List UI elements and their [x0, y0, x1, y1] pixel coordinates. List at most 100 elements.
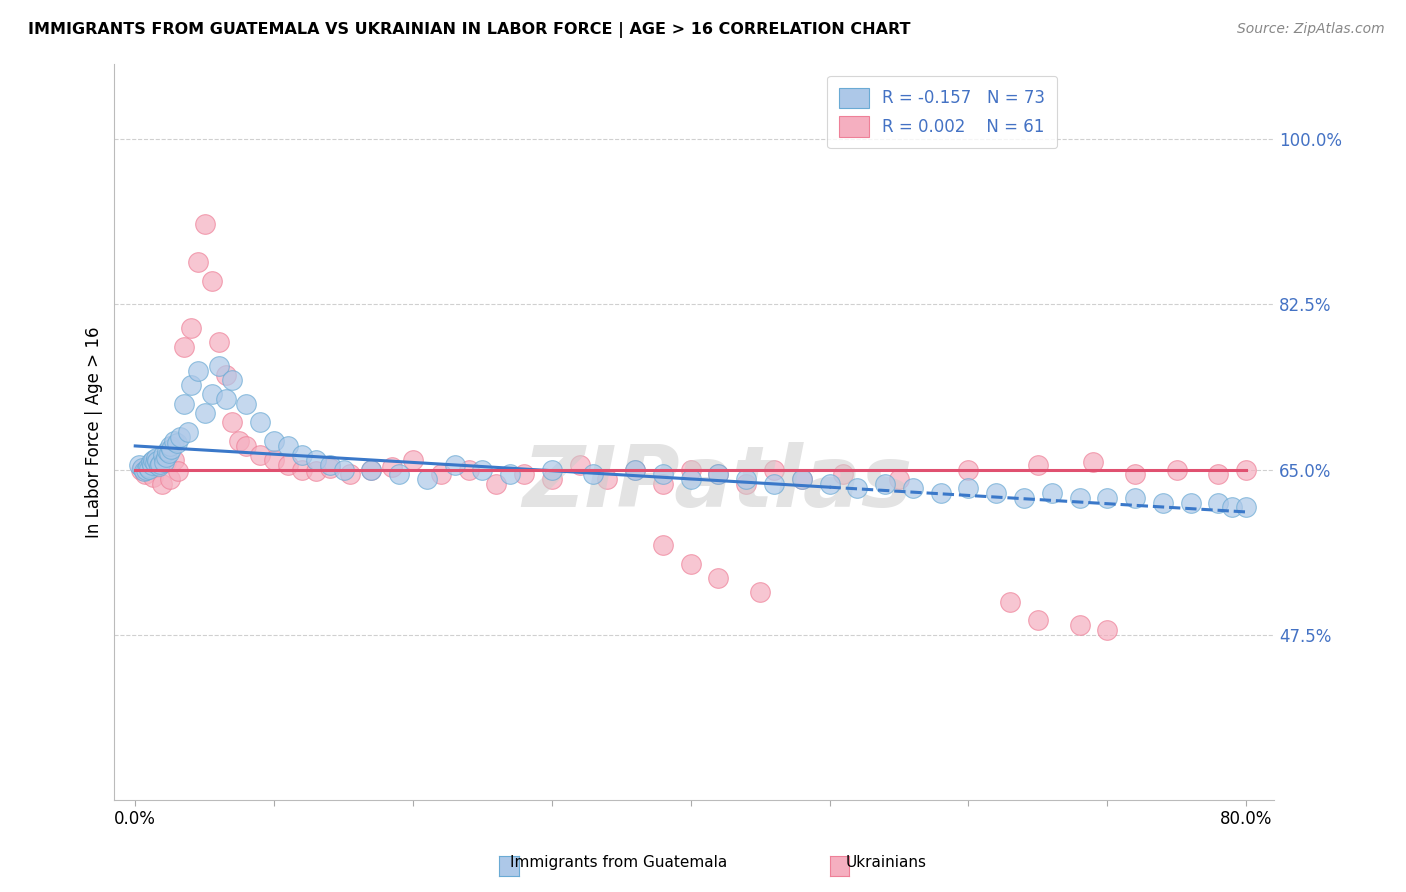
Point: [155, 450, 177, 465]
Point: [156, 443, 179, 458]
Point: [735, 476, 758, 491]
Point: [155, 455, 177, 469]
Point: [177, 425, 200, 439]
Point: [1026, 613, 1049, 627]
Point: [141, 458, 163, 472]
Point: [763, 476, 786, 491]
Point: [651, 467, 673, 482]
Legend: R = -0.157   N = 73, R = 0.002    N = 61: R = -0.157 N = 73, R = 0.002 N = 61: [827, 76, 1057, 148]
Point: [180, 377, 202, 392]
Point: [138, 458, 160, 472]
Point: [214, 368, 236, 383]
Point: [143, 456, 166, 470]
Point: [249, 448, 271, 462]
Point: [180, 321, 202, 335]
Point: [749, 585, 772, 599]
Point: [131, 460, 153, 475]
Point: [790, 472, 813, 486]
Point: [1097, 623, 1119, 637]
Point: [471, 462, 494, 476]
Point: [1234, 500, 1257, 515]
Point: [221, 373, 243, 387]
Point: [142, 470, 165, 484]
Point: [679, 472, 702, 486]
Point: [148, 458, 170, 473]
Point: [540, 472, 562, 486]
Point: [901, 481, 924, 495]
Point: [142, 453, 165, 467]
Point: [136, 459, 159, 474]
Point: [568, 458, 591, 472]
Point: [263, 434, 285, 449]
Point: [596, 472, 619, 486]
Point: [887, 472, 910, 486]
Point: [1012, 491, 1035, 505]
Point: [228, 434, 250, 449]
Point: [929, 486, 952, 500]
Point: [457, 462, 479, 476]
Point: [957, 481, 980, 495]
Point: [173, 396, 195, 410]
Point: [157, 445, 180, 459]
Point: [263, 453, 285, 467]
Point: [221, 416, 243, 430]
Point: [187, 363, 209, 377]
Point: [194, 406, 217, 420]
Point: [305, 453, 328, 467]
Point: [207, 359, 229, 373]
Point: [1208, 495, 1230, 509]
Text: IMMIGRANTS FROM GUATEMALA VS UKRAINIAN IN LABOR FORCE | AGE > 16 CORRELATION CHA: IMMIGRANTS FROM GUATEMALA VS UKRAINIAN I…: [28, 22, 911, 38]
Point: [163, 434, 186, 449]
Point: [173, 340, 195, 354]
Point: [152, 448, 174, 462]
Text: Source: ZipAtlas.com: Source: ZipAtlas.com: [1237, 22, 1385, 37]
Point: [707, 467, 730, 482]
Point: [707, 467, 730, 482]
Text: ZIPatlas: ZIPatlas: [522, 442, 912, 524]
Text: Ukrainians: Ukrainians: [845, 855, 927, 870]
Point: [679, 557, 702, 571]
Point: [957, 462, 980, 476]
Point: [291, 448, 314, 462]
Point: [277, 439, 299, 453]
Point: [1069, 618, 1091, 632]
Point: [381, 459, 404, 474]
Point: [129, 462, 152, 476]
Point: [169, 429, 191, 443]
Point: [846, 481, 869, 495]
Point: [146, 459, 169, 474]
Point: [485, 476, 508, 491]
Point: [790, 472, 813, 486]
Point: [207, 335, 229, 350]
Point: [166, 436, 188, 450]
Point: [1123, 467, 1146, 482]
Point: [1069, 491, 1091, 505]
Point: [998, 594, 1021, 608]
Point: [707, 571, 730, 585]
Point: [818, 476, 841, 491]
Point: [160, 442, 183, 456]
Point: [1040, 486, 1063, 500]
Point: [832, 467, 855, 482]
Point: [153, 455, 176, 469]
Point: [624, 462, 647, 476]
Point: [305, 464, 328, 478]
Point: [145, 451, 167, 466]
Point: [763, 462, 786, 476]
Point: [624, 462, 647, 476]
Point: [235, 396, 257, 410]
Point: [150, 476, 173, 491]
Text: Immigrants from Guatemala: Immigrants from Guatemala: [510, 855, 727, 870]
Point: [651, 476, 673, 491]
Point: [679, 462, 702, 476]
Point: [429, 467, 451, 482]
Point: [332, 462, 354, 476]
Point: [1123, 491, 1146, 505]
Point: [214, 392, 236, 406]
Point: [1097, 491, 1119, 505]
Point: [339, 467, 361, 482]
Point: [1166, 462, 1188, 476]
Point: [1152, 495, 1174, 509]
Point: [875, 476, 897, 491]
Point: [201, 387, 224, 401]
